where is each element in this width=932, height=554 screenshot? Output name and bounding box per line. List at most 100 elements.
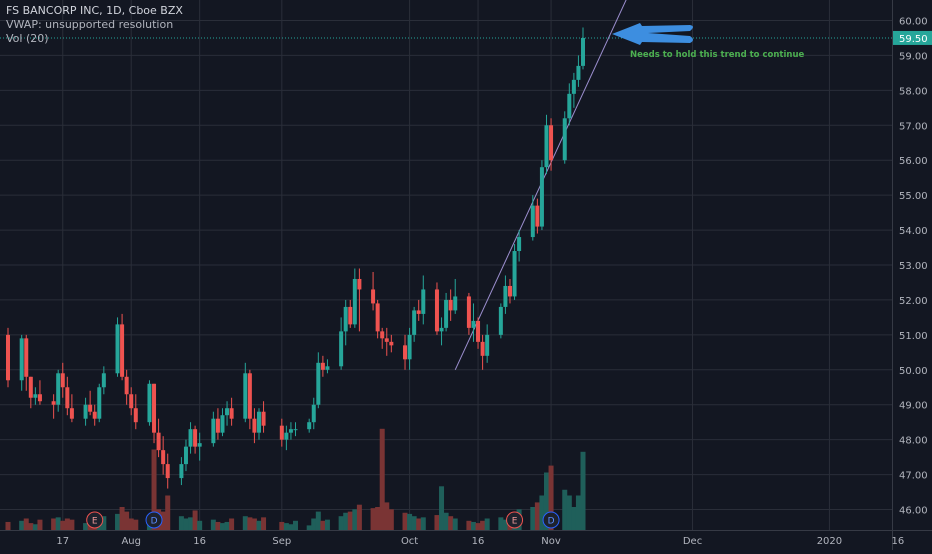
candle-body[interactable] bbox=[183, 446, 188, 465]
candle-body[interactable] bbox=[562, 118, 567, 161]
candle-body[interactable] bbox=[444, 299, 449, 328]
candle-body[interactable] bbox=[512, 251, 517, 297]
candle-body[interactable] bbox=[92, 411, 97, 419]
candle-body[interactable] bbox=[261, 411, 266, 426]
candle-body[interactable] bbox=[530, 205, 535, 238]
candle-body[interactable] bbox=[220, 415, 225, 433]
candle-body[interactable] bbox=[412, 310, 417, 335]
candle-body[interactable] bbox=[115, 324, 120, 374]
candle-body[interactable] bbox=[503, 285, 508, 307]
candle-body[interactable] bbox=[101, 373, 106, 388]
candle-body[interactable] bbox=[193, 429, 198, 447]
candle-body[interactable] bbox=[403, 345, 408, 360]
candle-body[interactable] bbox=[256, 411, 261, 433]
dividend-marker[interactable] bbox=[542, 511, 560, 529]
candle-body[interactable] bbox=[480, 341, 485, 356]
candle-body[interactable] bbox=[65, 387, 70, 409]
candle-body[interactable] bbox=[6, 334, 10, 381]
candle-body[interactable] bbox=[19, 338, 24, 381]
candle-body[interactable] bbox=[517, 237, 522, 252]
candle-body[interactable] bbox=[535, 205, 540, 227]
candle-body[interactable] bbox=[225, 408, 230, 416]
candle-body[interactable] bbox=[156, 432, 161, 451]
candle-body[interactable] bbox=[33, 394, 38, 398]
candle-body[interactable] bbox=[243, 373, 248, 419]
candle-body[interactable] bbox=[311, 404, 316, 423]
candle-body[interactable] bbox=[152, 383, 157, 433]
candle-body[interactable] bbox=[211, 418, 216, 444]
candle-body[interactable] bbox=[389, 341, 394, 346]
candle-body[interactable] bbox=[571, 79, 576, 94]
candle-body[interactable] bbox=[316, 362, 321, 405]
candle-body[interactable] bbox=[544, 125, 549, 168]
candle-body[interactable] bbox=[485, 334, 490, 356]
arrow-annotation[interactable] bbox=[612, 23, 693, 45]
candle-body[interactable] bbox=[179, 464, 184, 479]
candle-body[interactable] bbox=[147, 383, 152, 423]
candle-body[interactable] bbox=[56, 373, 61, 405]
candle-body[interactable] bbox=[188, 429, 193, 447]
candle-body[interactable] bbox=[407, 334, 412, 360]
candle-body[interactable] bbox=[24, 338, 29, 377]
candle-body[interactable] bbox=[161, 450, 166, 465]
candle-body[interactable] bbox=[293, 429, 298, 431]
candle-body[interactable] bbox=[288, 429, 293, 433]
candle-body[interactable] bbox=[307, 422, 312, 430]
candle-body[interactable] bbox=[97, 387, 102, 419]
candle-body[interactable] bbox=[567, 93, 572, 119]
candle-body[interactable] bbox=[476, 320, 481, 342]
candle-body[interactable] bbox=[120, 324, 125, 377]
candle-body[interactable] bbox=[88, 404, 93, 412]
candle-body[interactable] bbox=[380, 331, 385, 339]
candle-body[interactable] bbox=[576, 65, 581, 80]
candle-body[interactable] bbox=[371, 289, 376, 304]
candle-body[interactable] bbox=[466, 296, 471, 328]
candle-body[interactable] bbox=[507, 285, 512, 297]
candle-body[interactable] bbox=[434, 289, 439, 332]
dividend-marker[interactable] bbox=[145, 511, 163, 529]
candle-body[interactable] bbox=[357, 278, 362, 290]
candle-body[interactable] bbox=[229, 408, 234, 419]
symbol-title[interactable]: FS BANCORP INC, 1D, Cboe BZX bbox=[6, 4, 183, 17]
candle-body[interactable] bbox=[197, 443, 202, 447]
candle-body[interactable] bbox=[165, 464, 170, 479]
candle-body[interactable] bbox=[133, 408, 138, 423]
candle-body[interactable] bbox=[421, 289, 426, 314]
candle-body[interactable] bbox=[453, 296, 458, 311]
candle-body[interactable] bbox=[416, 310, 421, 314]
candle-body[interactable] bbox=[348, 306, 353, 325]
candle-body[interactable] bbox=[471, 320, 476, 328]
candle-body[interactable] bbox=[581, 37, 585, 66]
earnings-marker[interactable] bbox=[86, 511, 104, 529]
candle-body[interactable] bbox=[325, 366, 330, 370]
candle-body[interactable] bbox=[339, 331, 344, 367]
candle-body[interactable] bbox=[320, 362, 325, 370]
annotation-text[interactable]: Needs to hold this trend to continue bbox=[630, 50, 804, 60]
candle-body[interactable] bbox=[439, 327, 444, 332]
volume-indicator-label[interactable]: Vol (20) bbox=[6, 32, 49, 45]
candle-body[interactable] bbox=[51, 401, 56, 405]
candle-body[interactable] bbox=[549, 125, 554, 161]
candle-body[interactable] bbox=[539, 167, 544, 227]
candle-body[interactable] bbox=[129, 394, 134, 409]
candle-body[interactable] bbox=[352, 278, 357, 325]
candle-body[interactable] bbox=[498, 306, 503, 335]
candle-body[interactable] bbox=[37, 394, 42, 402]
candle-body[interactable] bbox=[60, 373, 65, 388]
candle-body[interactable] bbox=[69, 408, 74, 419]
candle-body[interactable] bbox=[384, 338, 389, 342]
vwap-indicator-label[interactable]: VWAP: unsupported resolution bbox=[6, 18, 174, 31]
candle-body[interactable] bbox=[83, 404, 88, 419]
candle-body[interactable] bbox=[215, 418, 220, 433]
candle-body[interactable] bbox=[284, 432, 289, 440]
candle-body[interactable] bbox=[448, 299, 453, 311]
candle-body[interactable] bbox=[279, 425, 284, 440]
candle-body[interactable] bbox=[375, 303, 380, 332]
earnings-marker[interactable] bbox=[506, 511, 524, 529]
candle-body[interactable] bbox=[28, 376, 33, 398]
candle-body[interactable] bbox=[343, 306, 348, 332]
candle-body[interactable] bbox=[124, 376, 129, 395]
candle-body[interactable] bbox=[252, 418, 257, 433]
